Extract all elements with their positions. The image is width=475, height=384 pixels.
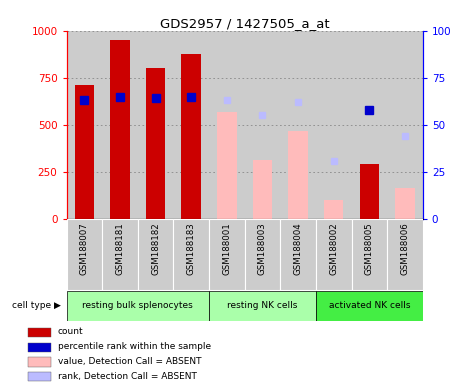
Text: GSM188005: GSM188005 <box>365 222 374 275</box>
Bar <box>316 291 423 321</box>
Text: GSM188007: GSM188007 <box>80 222 89 275</box>
Bar <box>209 31 245 219</box>
Bar <box>280 219 316 290</box>
Bar <box>138 219 173 290</box>
Bar <box>138 31 173 219</box>
Bar <box>181 54 201 219</box>
Text: rank, Detection Call = ABSENT: rank, Detection Call = ABSENT <box>58 372 197 381</box>
Text: value, Detection Call = ABSENT: value, Detection Call = ABSENT <box>58 357 201 366</box>
Bar <box>173 31 209 219</box>
Bar <box>66 219 102 290</box>
Bar <box>395 188 415 219</box>
Text: GSM188183: GSM188183 <box>187 222 196 275</box>
Text: cell type ▶: cell type ▶ <box>12 301 61 310</box>
Text: GSM188182: GSM188182 <box>151 222 160 275</box>
Bar <box>387 31 423 219</box>
Bar <box>288 131 308 219</box>
Text: GSM188006: GSM188006 <box>400 222 409 275</box>
Bar <box>173 219 209 290</box>
Bar <box>102 219 138 290</box>
Bar <box>316 31 352 219</box>
Bar <box>28 372 51 381</box>
Bar <box>28 328 51 337</box>
Bar <box>316 219 352 290</box>
Title: GDS2957 / 1427505_a_at: GDS2957 / 1427505_a_at <box>160 17 330 30</box>
Text: percentile rank within the sample: percentile rank within the sample <box>58 342 211 351</box>
Bar <box>253 160 272 219</box>
Text: GSM188004: GSM188004 <box>294 222 303 275</box>
Bar <box>102 31 138 219</box>
Text: resting bulk splenocytes: resting bulk splenocytes <box>82 301 193 310</box>
Bar <box>66 291 209 321</box>
Bar <box>28 343 51 352</box>
Bar <box>360 164 379 219</box>
Bar <box>75 85 94 219</box>
Bar <box>28 358 51 367</box>
Text: activated NK cells: activated NK cells <box>329 301 410 310</box>
Bar <box>146 68 165 219</box>
Bar <box>387 219 423 290</box>
Bar <box>209 291 316 321</box>
Bar <box>66 31 102 219</box>
Text: GSM188001: GSM188001 <box>222 222 231 275</box>
Text: GSM188002: GSM188002 <box>329 222 338 275</box>
Text: resting NK cells: resting NK cells <box>227 301 298 310</box>
Bar <box>280 31 316 219</box>
Bar <box>245 219 280 290</box>
Bar <box>110 40 130 219</box>
Text: count: count <box>58 328 84 336</box>
Bar <box>352 31 387 219</box>
Bar <box>217 112 237 219</box>
Bar <box>209 219 245 290</box>
Bar <box>245 31 280 219</box>
Bar <box>352 219 387 290</box>
Text: GSM188181: GSM188181 <box>115 222 124 275</box>
Bar <box>324 200 343 219</box>
Text: GSM188003: GSM188003 <box>258 222 267 275</box>
